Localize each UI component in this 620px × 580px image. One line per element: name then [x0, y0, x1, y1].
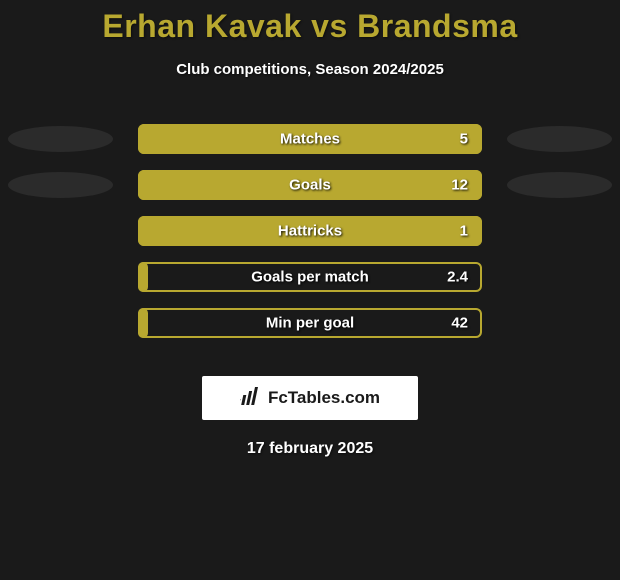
- stat-value: 1: [460, 223, 468, 240]
- footer-date: 17 february 2025: [0, 440, 620, 458]
- stat-bar: Min per goal 42: [138, 308, 482, 338]
- stats-area: Matches 5 Goals 12 Hattricks 1: [0, 116, 620, 346]
- stat-label: Hattricks: [278, 223, 342, 240]
- stat-row: Goals 12: [0, 162, 620, 208]
- footer-logo[interactable]: FcTables.com: [202, 376, 418, 420]
- stat-row: Min per goal 42: [0, 300, 620, 346]
- comparison-card: Erhan Kavak vs Brandsma Club competition…: [0, 0, 620, 458]
- bar-fill: [138, 262, 148, 292]
- stat-bar: Hattricks 1: [138, 216, 482, 246]
- stat-bar: Goals 12: [138, 170, 482, 200]
- stat-label: Matches: [280, 131, 340, 148]
- stat-label: Min per goal: [266, 315, 354, 332]
- stat-bar: Matches 5: [138, 124, 482, 154]
- stat-label: Goals: [289, 177, 331, 194]
- stat-value: 2.4: [447, 269, 468, 286]
- stat-row: Matches 5: [0, 116, 620, 162]
- bar-chart-icon: [240, 387, 262, 410]
- stat-value: 42: [451, 315, 468, 332]
- right-ellipse-placeholder: [507, 172, 612, 198]
- right-ellipse-placeholder: [507, 126, 612, 152]
- left-ellipse-placeholder: [8, 172, 113, 198]
- page-title: Erhan Kavak vs Brandsma: [0, 0, 620, 45]
- stat-row: Hattricks 1: [0, 208, 620, 254]
- left-ellipse-placeholder: [8, 126, 113, 152]
- stat-bar: Goals per match 2.4: [138, 262, 482, 292]
- bar-fill: [138, 308, 148, 338]
- footer-logo-text: FcTables.com: [268, 388, 380, 408]
- subtitle: Club competitions, Season 2024/2025: [0, 61, 620, 78]
- stat-label: Goals per match: [251, 269, 369, 286]
- stat-row: Goals per match 2.4: [0, 254, 620, 300]
- stat-value: 12: [451, 177, 468, 194]
- stat-value: 5: [460, 131, 468, 148]
